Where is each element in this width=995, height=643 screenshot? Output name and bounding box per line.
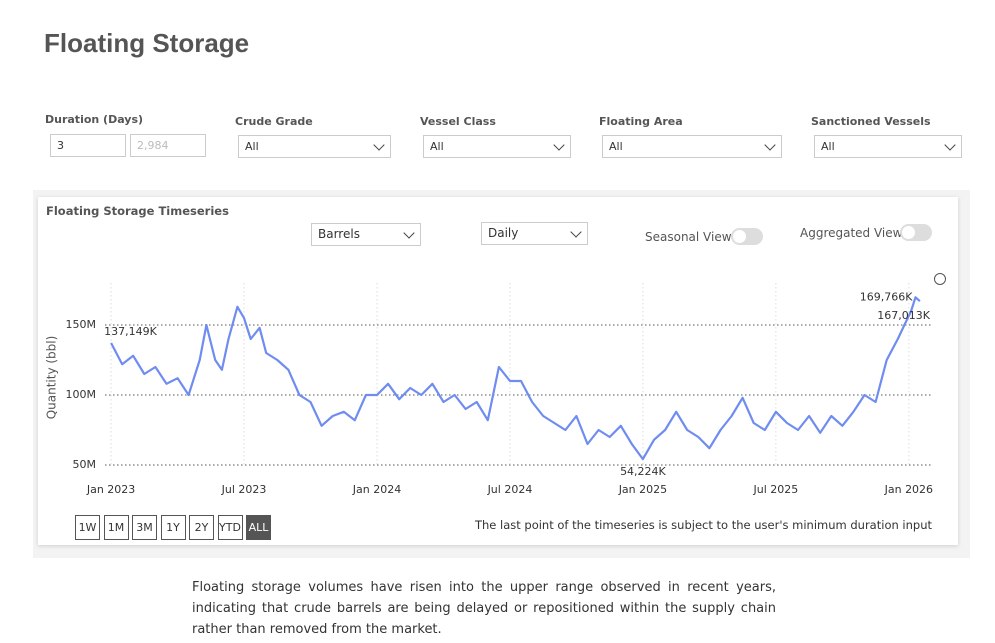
range-button[interactable]: 1Y: [160, 515, 186, 540]
filter-label: Sanctioned Vessels: [811, 115, 931, 128]
filter-dropdown[interactable]: All: [814, 135, 962, 158]
unit-dropdown[interactable]: Barrels: [311, 223, 421, 246]
filter-label: Duration (Days): [45, 113, 144, 126]
filter-dropdown[interactable]: All: [423, 135, 571, 158]
data-label: 167,013K: [877, 309, 930, 322]
description: Floating storage volumes have risen into…: [192, 580, 776, 637]
series-line: [110, 296, 921, 461]
info-icon[interactable]: [934, 273, 946, 285]
filter-label: Floating Area: [599, 115, 683, 128]
data-label: 169,766K: [860, 290, 913, 303]
x-tick-label: Jan 2024: [352, 483, 401, 496]
footnote: The last point of the timeseries is subj…: [474, 518, 932, 532]
data-label: 54,224K: [620, 465, 666, 478]
toggle-label: Aggregated View: [800, 226, 903, 240]
min-duration-input[interactable]: 3: [50, 134, 126, 157]
chart-title: Floating Storage Timeseries: [46, 204, 229, 218]
aggregated-toggle[interactable]: [900, 224, 932, 241]
filter-dropdown[interactable]: All: [602, 135, 782, 158]
filter-dropdown[interactable]: All: [238, 135, 391, 158]
range-button[interactable]: 3M: [132, 515, 157, 540]
range-button[interactable]: 1M: [103, 515, 129, 540]
filter-label: Vessel Class: [420, 115, 496, 128]
x-tick-label: Jul 2024: [487, 483, 533, 496]
range-button[interactable]: 2Y: [189, 515, 214, 540]
y-tick-label: 150M: [66, 318, 97, 331]
range-button[interactable]: 1W: [75, 515, 100, 540]
y-tick-label: 50M: [73, 458, 97, 471]
x-tick-label: Jul 2023: [221, 483, 267, 496]
seasonal-toggle[interactable]: [731, 228, 763, 245]
filter-label: Crude Grade: [235, 115, 313, 128]
y-tick-label: 100M: [66, 388, 97, 401]
frequency-dropdown[interactable]: Daily: [481, 222, 588, 245]
range-button[interactable]: ALL: [246, 515, 271, 540]
page-title: Floating Storage: [44, 28, 250, 58]
data-label: 137,149K: [104, 325, 157, 338]
toggle-label: Seasonal View: [645, 230, 732, 244]
x-tick-label: Jan 2026: [884, 483, 933, 496]
range-button[interactable]: YTD: [217, 515, 243, 540]
max-duration-input[interactable]: 2,984: [130, 134, 206, 157]
y-axis-label: Quantity (bbl): [45, 336, 59, 420]
x-tick-label: Jul 2025: [752, 483, 798, 496]
x-tick-label: Jan 2025: [618, 483, 667, 496]
x-tick-label: Jan 2023: [86, 483, 135, 496]
